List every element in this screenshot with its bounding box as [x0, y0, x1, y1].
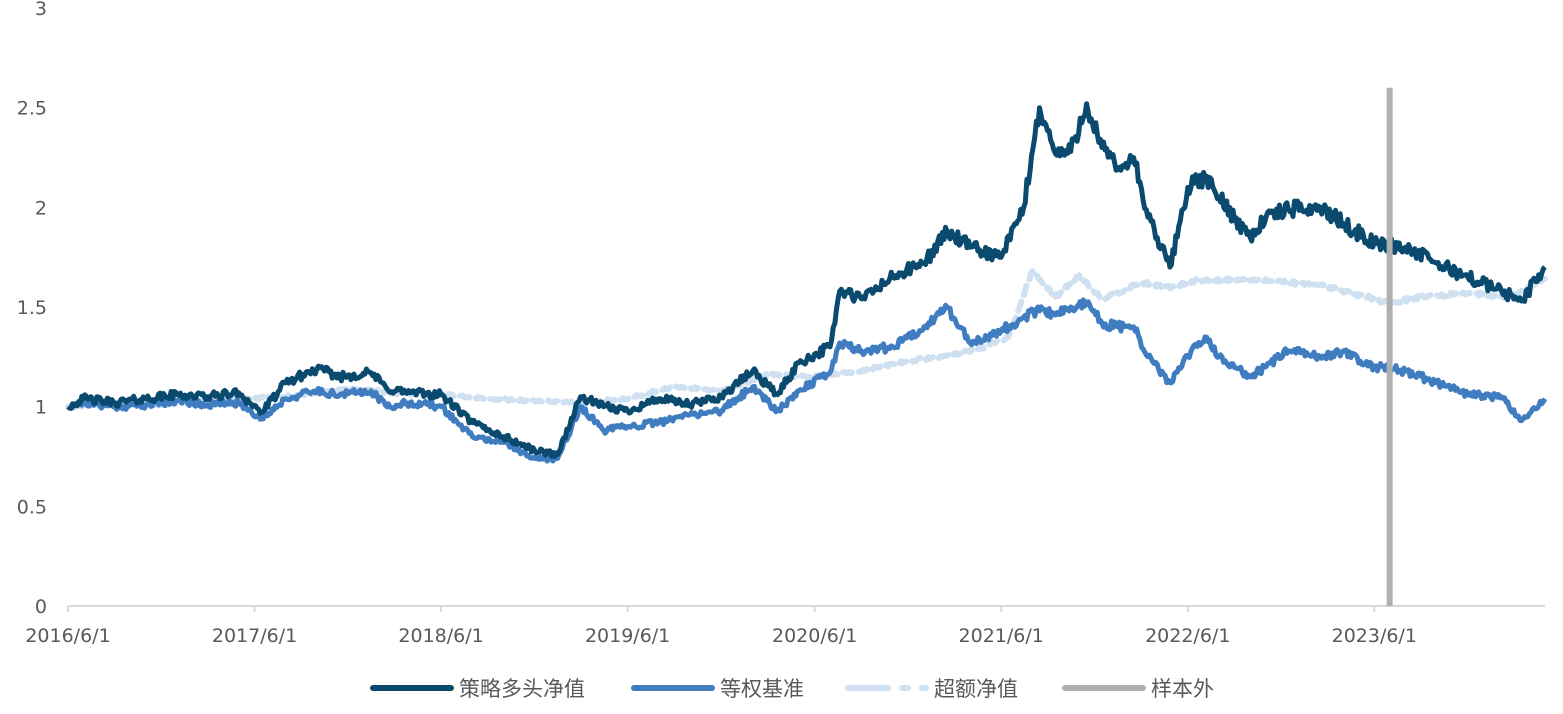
legend-label-excess: 超额净值: [934, 677, 1018, 701]
legend-label-benchmark: 等权基准: [720, 677, 804, 701]
legend-label-strategy: 策略多头净值: [459, 677, 585, 701]
y-axis-tick-labels: 0 0.5 1 1.5 2 2.5 3: [17, 0, 47, 618]
y-tick-label: 2.5: [17, 98, 47, 120]
y-tick-label: 3: [35, 0, 47, 20]
legend-label-oos: 样本外: [1151, 677, 1214, 701]
y-tick-label: 2: [35, 197, 47, 219]
x-tick-label: 2019/6/1: [585, 625, 670, 647]
x-tick-label: 2016/6/1: [25, 625, 110, 647]
legend: 策略多头净值 等权基准 超额净值 样本外: [370, 677, 1214, 701]
x-tick-label: 2018/6/1: [398, 625, 483, 647]
x-tick-label: 2021/6/1: [959, 625, 1044, 647]
y-tick-label: 0: [35, 596, 47, 618]
series-layer: [65, 101, 1548, 464]
series-line-benchmark: [66, 297, 1548, 464]
y-tick-label: 1.5: [17, 297, 47, 319]
x-tick-label: 2023/6/1: [1332, 625, 1417, 647]
x-tick-label: 2020/6/1: [772, 625, 857, 647]
y-tick-label: 0.5: [17, 496, 47, 518]
x-tick-label: 2017/6/1: [212, 625, 297, 647]
y-tick-label: 1: [35, 397, 47, 419]
x-axis: 2016/6/1 2017/6/1 2018/6/1 2019/6/1 2020/6/1…: [25, 605, 1545, 647]
series-line-strategy: [66, 101, 1547, 459]
x-tick-label: 2022/6/1: [1145, 625, 1230, 647]
